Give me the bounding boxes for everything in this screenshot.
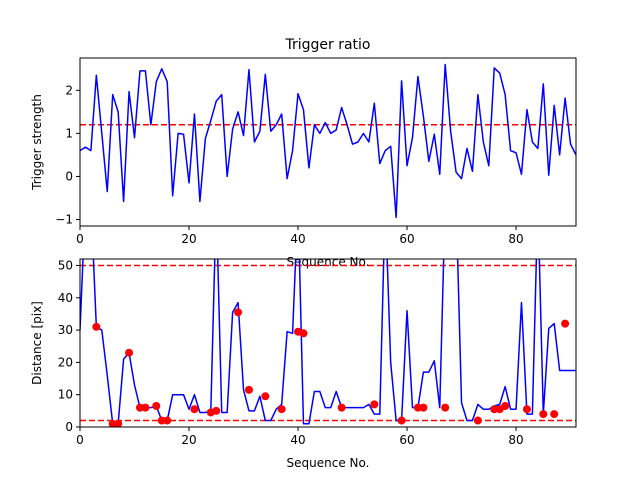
data-point-marker xyxy=(501,402,510,410)
data-point-marker xyxy=(337,403,346,412)
data-point-marker xyxy=(190,405,199,414)
bottom-axis-ticks: 0 20 40 60 80 0 10 20 30 40 50 xyxy=(58,258,524,447)
x-tick-label: 0 xyxy=(76,232,84,246)
bottom-subplot: Sequence No. Distance [pix] 0 20 40 60 80 0 10… xyxy=(30,258,577,470)
y-tick-label: 20 xyxy=(58,355,73,369)
data-point-marker xyxy=(397,416,406,425)
data-point-marker xyxy=(550,410,559,419)
data-point-marker xyxy=(441,403,450,412)
data-point-marker xyxy=(141,403,150,412)
y-tick-label: 30 xyxy=(58,323,73,337)
data-point-marker xyxy=(163,416,172,425)
y-tick-label: 40 xyxy=(58,291,73,305)
series-line-0 xyxy=(80,63,576,219)
data-point-marker xyxy=(561,319,570,328)
y-tick-label: 50 xyxy=(58,258,73,272)
x-tick-label: 20 xyxy=(181,232,196,246)
x-tick-label: 80 xyxy=(508,433,523,447)
x-tick-label: 60 xyxy=(399,232,414,246)
x-tick-label: 40 xyxy=(290,433,305,447)
y-tick-label: −1 xyxy=(55,213,73,227)
x-tick-label: 20 xyxy=(181,433,196,447)
data-point-marker xyxy=(299,329,308,338)
x-tick-label: 60 xyxy=(399,433,414,447)
bottom-y-axis-label: Distance [pix] xyxy=(30,301,44,385)
y-tick-label: 0 xyxy=(65,420,73,434)
data-point-marker xyxy=(234,308,243,317)
data-point-marker xyxy=(370,400,379,409)
top-axes-frame xyxy=(79,57,577,227)
top-chart-title: Trigger ratio xyxy=(284,37,370,53)
bottom-x-axis-label: Sequence No. xyxy=(287,456,370,470)
x-tick-label: 80 xyxy=(508,232,523,246)
data-point-marker xyxy=(114,419,123,427)
data-point-marker xyxy=(522,405,531,414)
data-point-marker xyxy=(277,405,286,414)
top-subplot: Trigger ratio Sequence No. Trigger stren… xyxy=(30,37,577,269)
y-tick-label: 0 xyxy=(65,169,73,183)
top-y-axis-label: Trigger strength xyxy=(30,94,44,191)
series-line-0 xyxy=(80,259,576,425)
data-point-marker xyxy=(244,385,253,394)
x-tick-label: 40 xyxy=(290,232,305,246)
data-point-marker xyxy=(419,403,428,412)
data-point-marker xyxy=(473,416,482,425)
bottom-axes-frame xyxy=(79,258,577,428)
y-tick-label: 1 xyxy=(65,126,73,140)
y-tick-label: 10 xyxy=(58,388,73,402)
bottom-plot-area xyxy=(80,259,576,427)
data-point-marker xyxy=(212,406,221,415)
top-plot-area xyxy=(80,63,576,219)
y-tick-label: 2 xyxy=(65,83,73,97)
data-point-marker xyxy=(261,392,270,401)
data-point-marker xyxy=(152,402,161,410)
data-point-marker xyxy=(539,410,548,419)
x-tick-label: 0 xyxy=(76,433,84,447)
data-point-marker xyxy=(92,322,101,331)
data-point-marker xyxy=(125,348,134,357)
